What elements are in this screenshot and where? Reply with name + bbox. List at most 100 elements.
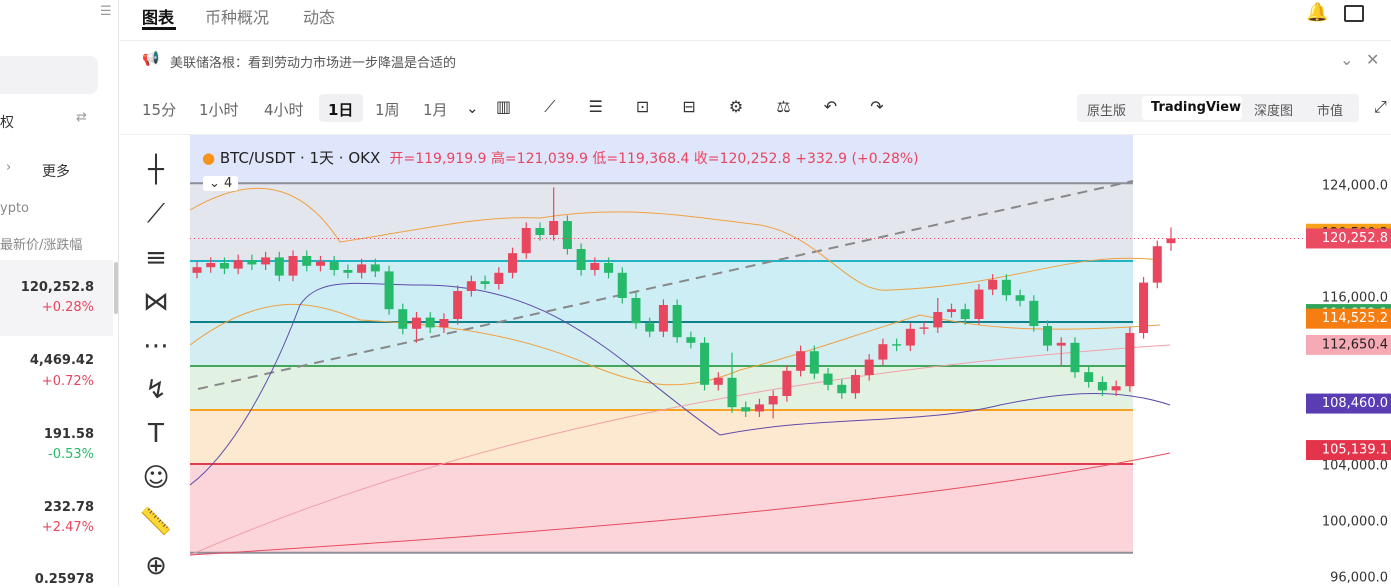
- candle-body: [631, 298, 641, 324]
- candle-body: [1111, 386, 1121, 391]
- price-tag-label: 112,650.4: [1322, 337, 1388, 352]
- candle-body: [617, 272, 627, 299]
- price[interactable]: 120,252.8: [20, 280, 94, 295]
- view[interactable]: TradingView: [1151, 100, 1242, 115]
- candle-body: [850, 375, 860, 394]
- speaker-icon: 📢: [142, 51, 160, 67]
- candle-body: [960, 309, 970, 320]
- alert-icon[interactable]: 🔔: [1306, 2, 1329, 23]
- tab[interactable]: 动态: [303, 8, 336, 27]
- candle-body: [1097, 382, 1107, 391]
- interval[interactable]: 1周: [375, 101, 400, 119]
- y-tick-label: 116,000.0: [1322, 291, 1388, 306]
- candle-body: [590, 263, 600, 271]
- candle-body: [645, 323, 655, 332]
- price-tag: [1306, 334, 1391, 355]
- interval[interactable]: 15分: [142, 101, 177, 119]
- candle-body: [878, 344, 888, 360]
- candle-body: [343, 270, 353, 273]
- candle-body: [604, 263, 614, 273]
- change: -0.53%: [48, 447, 94, 462]
- menu-icon[interactable]: ☰: [100, 4, 112, 19]
- change: +332.9 (+0.28%): [795, 151, 919, 167]
- arrow[interactable]: ›: [6, 160, 12, 175]
- price[interactable]: 232.78: [43, 500, 94, 515]
- indicator-toggle[interactable]: ⌄ 4: [203, 176, 239, 191]
- legend: ● BTC/USDT · 1天 · OKX 开=119,919.9 高=121,…: [202, 147, 919, 168]
- view[interactable]: 深度图: [1254, 104, 1294, 119]
- sidebar: 权 ⇄ › 更多 ypto 最新价/涨跌幅 120,252.8 +0.28% 4…: [0, 0, 119, 587]
- candle-body: [1029, 300, 1039, 327]
- sort[interactable]: 最新价/涨跌幅: [0, 238, 83, 253]
- close: 收=120,252.8: [693, 151, 791, 167]
- drawing-tools[interactable]: ┼ ⟋ ≡ ⋈ ⋯ ↯ T ☺ 📏 ⊕: [139, 155, 173, 581]
- candle-body: [192, 267, 202, 273]
- candle-body: [549, 221, 559, 236]
- scrollbar: [114, 262, 118, 314]
- candle-body: [247, 260, 257, 265]
- price-tag-label: 120,252.8: [1322, 231, 1388, 246]
- tab[interactable]: 币种概况: [205, 8, 270, 27]
- candle-body: [425, 317, 435, 328]
- legend-bg: [190, 135, 1133, 184]
- candle-body: [1084, 372, 1094, 383]
- search-box[interactable]: [0, 56, 98, 94]
- notice[interactable]: 美联储洛根：看到劳动力市场进一步降温是合适的: [170, 56, 457, 71]
- candle-body: [974, 289, 984, 320]
- price-tag-label: 108,460.0: [1322, 396, 1388, 411]
- fullscreen[interactable]: ⤢: [1374, 97, 1387, 116]
- candle-body: [796, 351, 806, 371]
- candle-body: [274, 257, 284, 276]
- low: 低=119,368.4: [592, 151, 690, 167]
- candle-body: [302, 256, 312, 266]
- candle-body: [837, 384, 847, 394]
- window-icon[interactable]: [1344, 5, 1364, 22]
- view[interactable]: 市值: [1317, 104, 1344, 119]
- interval[interactable]: 4小时: [264, 101, 304, 119]
- symbol[interactable]: BTC/USDT · 1天 · OKX: [219, 149, 381, 167]
- change: +2.47%: [41, 520, 94, 535]
- candle-body: [727, 377, 737, 408]
- candle-body: [1070, 342, 1080, 373]
- candle-body: [1001, 279, 1011, 296]
- candle-body: [1043, 326, 1053, 346]
- candle-body: [864, 359, 874, 376]
- candle-body: [809, 351, 819, 374]
- candle-body: [672, 305, 682, 338]
- candle-body: [1056, 342, 1066, 346]
- candle-body: [1152, 246, 1162, 283]
- tab[interactable]: 图表: [142, 8, 175, 27]
- candle-body: [768, 396, 778, 405]
- open: 开=119,919.9: [389, 151, 487, 167]
- toolbar-icons[interactable]: ▥ ⟋ ☰ ⊡ ⊟ ⚙ ⚖ ↶ ↷: [496, 97, 898, 116]
- dropdown[interactable]: ⌄: [466, 99, 479, 117]
- ma-long: [189, 344, 1171, 556]
- y-tick-label: 100,000.0: [1322, 515, 1388, 530]
- more[interactable]: 更多: [42, 164, 70, 180]
- price[interactable]: 4,469.42: [29, 353, 94, 368]
- candle-body: [384, 271, 394, 310]
- swap-icon[interactable]: ⇄: [76, 110, 87, 125]
- view[interactable]: 原生版: [1087, 104, 1127, 119]
- price-tag: [1306, 308, 1391, 329]
- interval[interactable]: 1月: [423, 101, 448, 119]
- candle-body: [933, 312, 943, 328]
- candle-body: [658, 305, 668, 332]
- indicator-count: 4: [224, 176, 233, 191]
- interval[interactable]: 1小时: [199, 101, 239, 119]
- candle-body: [1015, 295, 1025, 301]
- tab[interactable]: 权: [0, 115, 14, 131]
- price[interactable]: 191.58: [43, 427, 94, 442]
- change: +0.28%: [41, 300, 94, 315]
- expand[interactable]: ⌄: [1340, 50, 1354, 69]
- ma-long2: [189, 452, 1171, 556]
- ohlc: 开=119,919.9 高=121,039.9 低=119,368.4 收=12…: [385, 151, 919, 167]
- price-tag-label: 105,139.1: [1322, 443, 1388, 458]
- bollinger-upper: [189, 187, 1161, 291]
- interval[interactable]: 1日: [328, 101, 354, 119]
- candle-body: [562, 221, 572, 250]
- price[interactable]: 0.25978: [34, 572, 94, 587]
- close[interactable]: ✕: [1366, 50, 1380, 69]
- market: ypto: [0, 201, 29, 216]
